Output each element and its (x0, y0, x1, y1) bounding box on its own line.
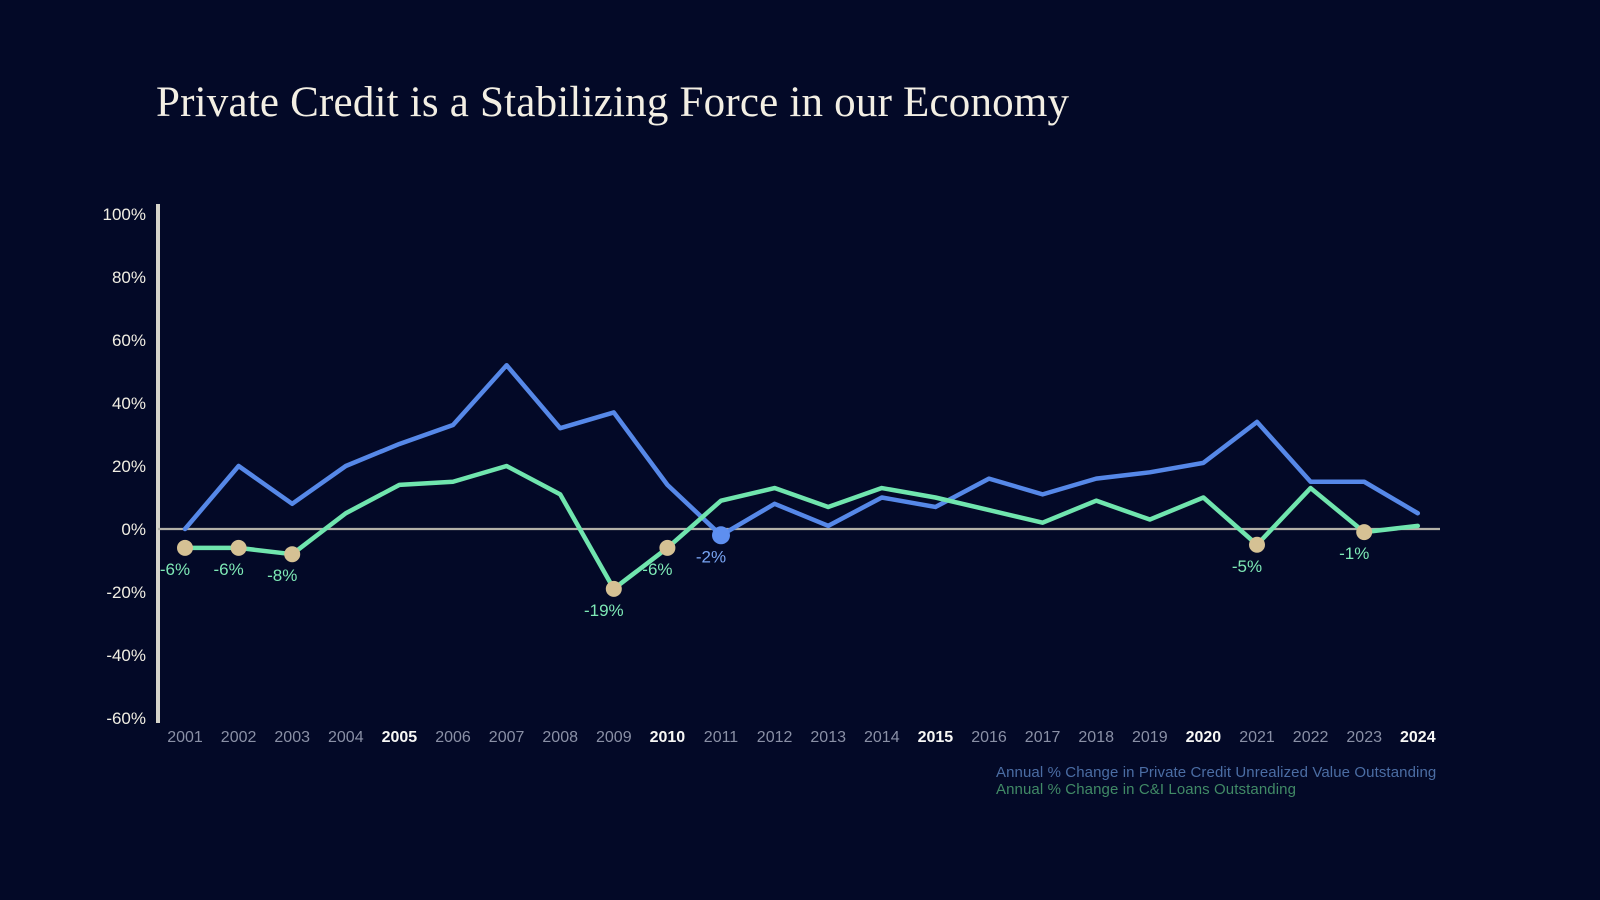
annotation-label-2023: -1% (1339, 544, 1369, 563)
annotation-label-2010: -6% (642, 560, 672, 579)
x-axis-label-2015: 2015 (918, 729, 954, 746)
x-axis-label-2011: 2011 (704, 729, 739, 746)
y-axis-tick-label: -20% (106, 583, 146, 602)
x-axis-label-2007: 2007 (489, 729, 525, 746)
x-axis-label-2022: 2022 (1293, 729, 1329, 746)
x-axis-label-2002: 2002 (221, 729, 257, 746)
annotation-dot-2001 (177, 539, 193, 556)
chart-legend: Annual % Change in Private Credit Unreal… (996, 764, 1436, 798)
ci-loans-line (182, 463, 1421, 592)
annotation-dot-2003 (284, 546, 301, 563)
x-axis-label-2024: 2024 (1400, 729, 1436, 746)
x-axis-label-2009: 2009 (596, 729, 632, 746)
x-axis-label-2012: 2012 (757, 729, 793, 746)
y-axis-tick-label: 0% (121, 520, 146, 539)
annotation-dot-2021 (1249, 536, 1265, 553)
x-axis-label-2014: 2014 (864, 729, 900, 746)
x-axis-label-2003: 2003 (274, 729, 310, 746)
annotation-label-2002: -6% (213, 560, 243, 579)
legend-item-ci-loans: Annual % Change in C&I Loans Outstanding (996, 781, 1297, 798)
y-axis-tick-label: 40% (112, 394, 146, 413)
annotation-dot-2023 (1356, 524, 1373, 541)
annotation-label-2003: -8% (267, 566, 297, 585)
x-axis-label-2006: 2006 (435, 729, 471, 746)
y-axis-tick-label: 60% (112, 331, 146, 350)
x-axis-label-2005: 2005 (382, 729, 418, 746)
x-axis-label-2018: 2018 (1078, 729, 1114, 746)
x-axis-label-2023: 2023 (1346, 729, 1382, 746)
x-axis-label-2016: 2016 (971, 729, 1007, 746)
x-axis-label-2001: 2001 (167, 729, 203, 746)
annotation-label-2009: -19% (584, 601, 624, 620)
x-axis-label-2019: 2019 (1132, 729, 1168, 746)
annotation-dot-2011 (712, 526, 730, 545)
y-axis-tick-label: 20% (112, 457, 146, 476)
annotation-dot-2009 (605, 580, 622, 597)
annotation-dot-2010 (659, 539, 676, 556)
x-axis-label-2008: 2008 (542, 729, 578, 746)
legend-item-private-credit: Annual % Change in Private Credit Unreal… (996, 764, 1437, 781)
x-axis-label-2004: 2004 (328, 729, 364, 746)
annotation-label-2021: -5% (1232, 557, 1262, 576)
annotation-label-2011: -2% (696, 547, 726, 566)
annotation-label-2001: -6% (160, 560, 190, 579)
x-axis-label-2021: 2021 (1239, 729, 1275, 746)
y-axis-tick-label: 100% (103, 205, 146, 224)
y-axis-tick-label: -40% (106, 646, 146, 665)
private-credit-line (182, 362, 1421, 538)
chart-title: Private Credit is a Stabilizing Force in… (156, 79, 1070, 126)
x-axis-label-2013: 2013 (810, 729, 846, 746)
y-axis-tick-label: 80% (112, 268, 146, 287)
x-axis-label-2010: 2010 (650, 729, 686, 746)
y-axis-tick-label: -60% (106, 709, 146, 728)
x-axis-label-2017: 2017 (1025, 729, 1061, 746)
x-axis-label-2020: 2020 (1186, 729, 1222, 746)
annotation-dot-2002 (230, 539, 247, 556)
